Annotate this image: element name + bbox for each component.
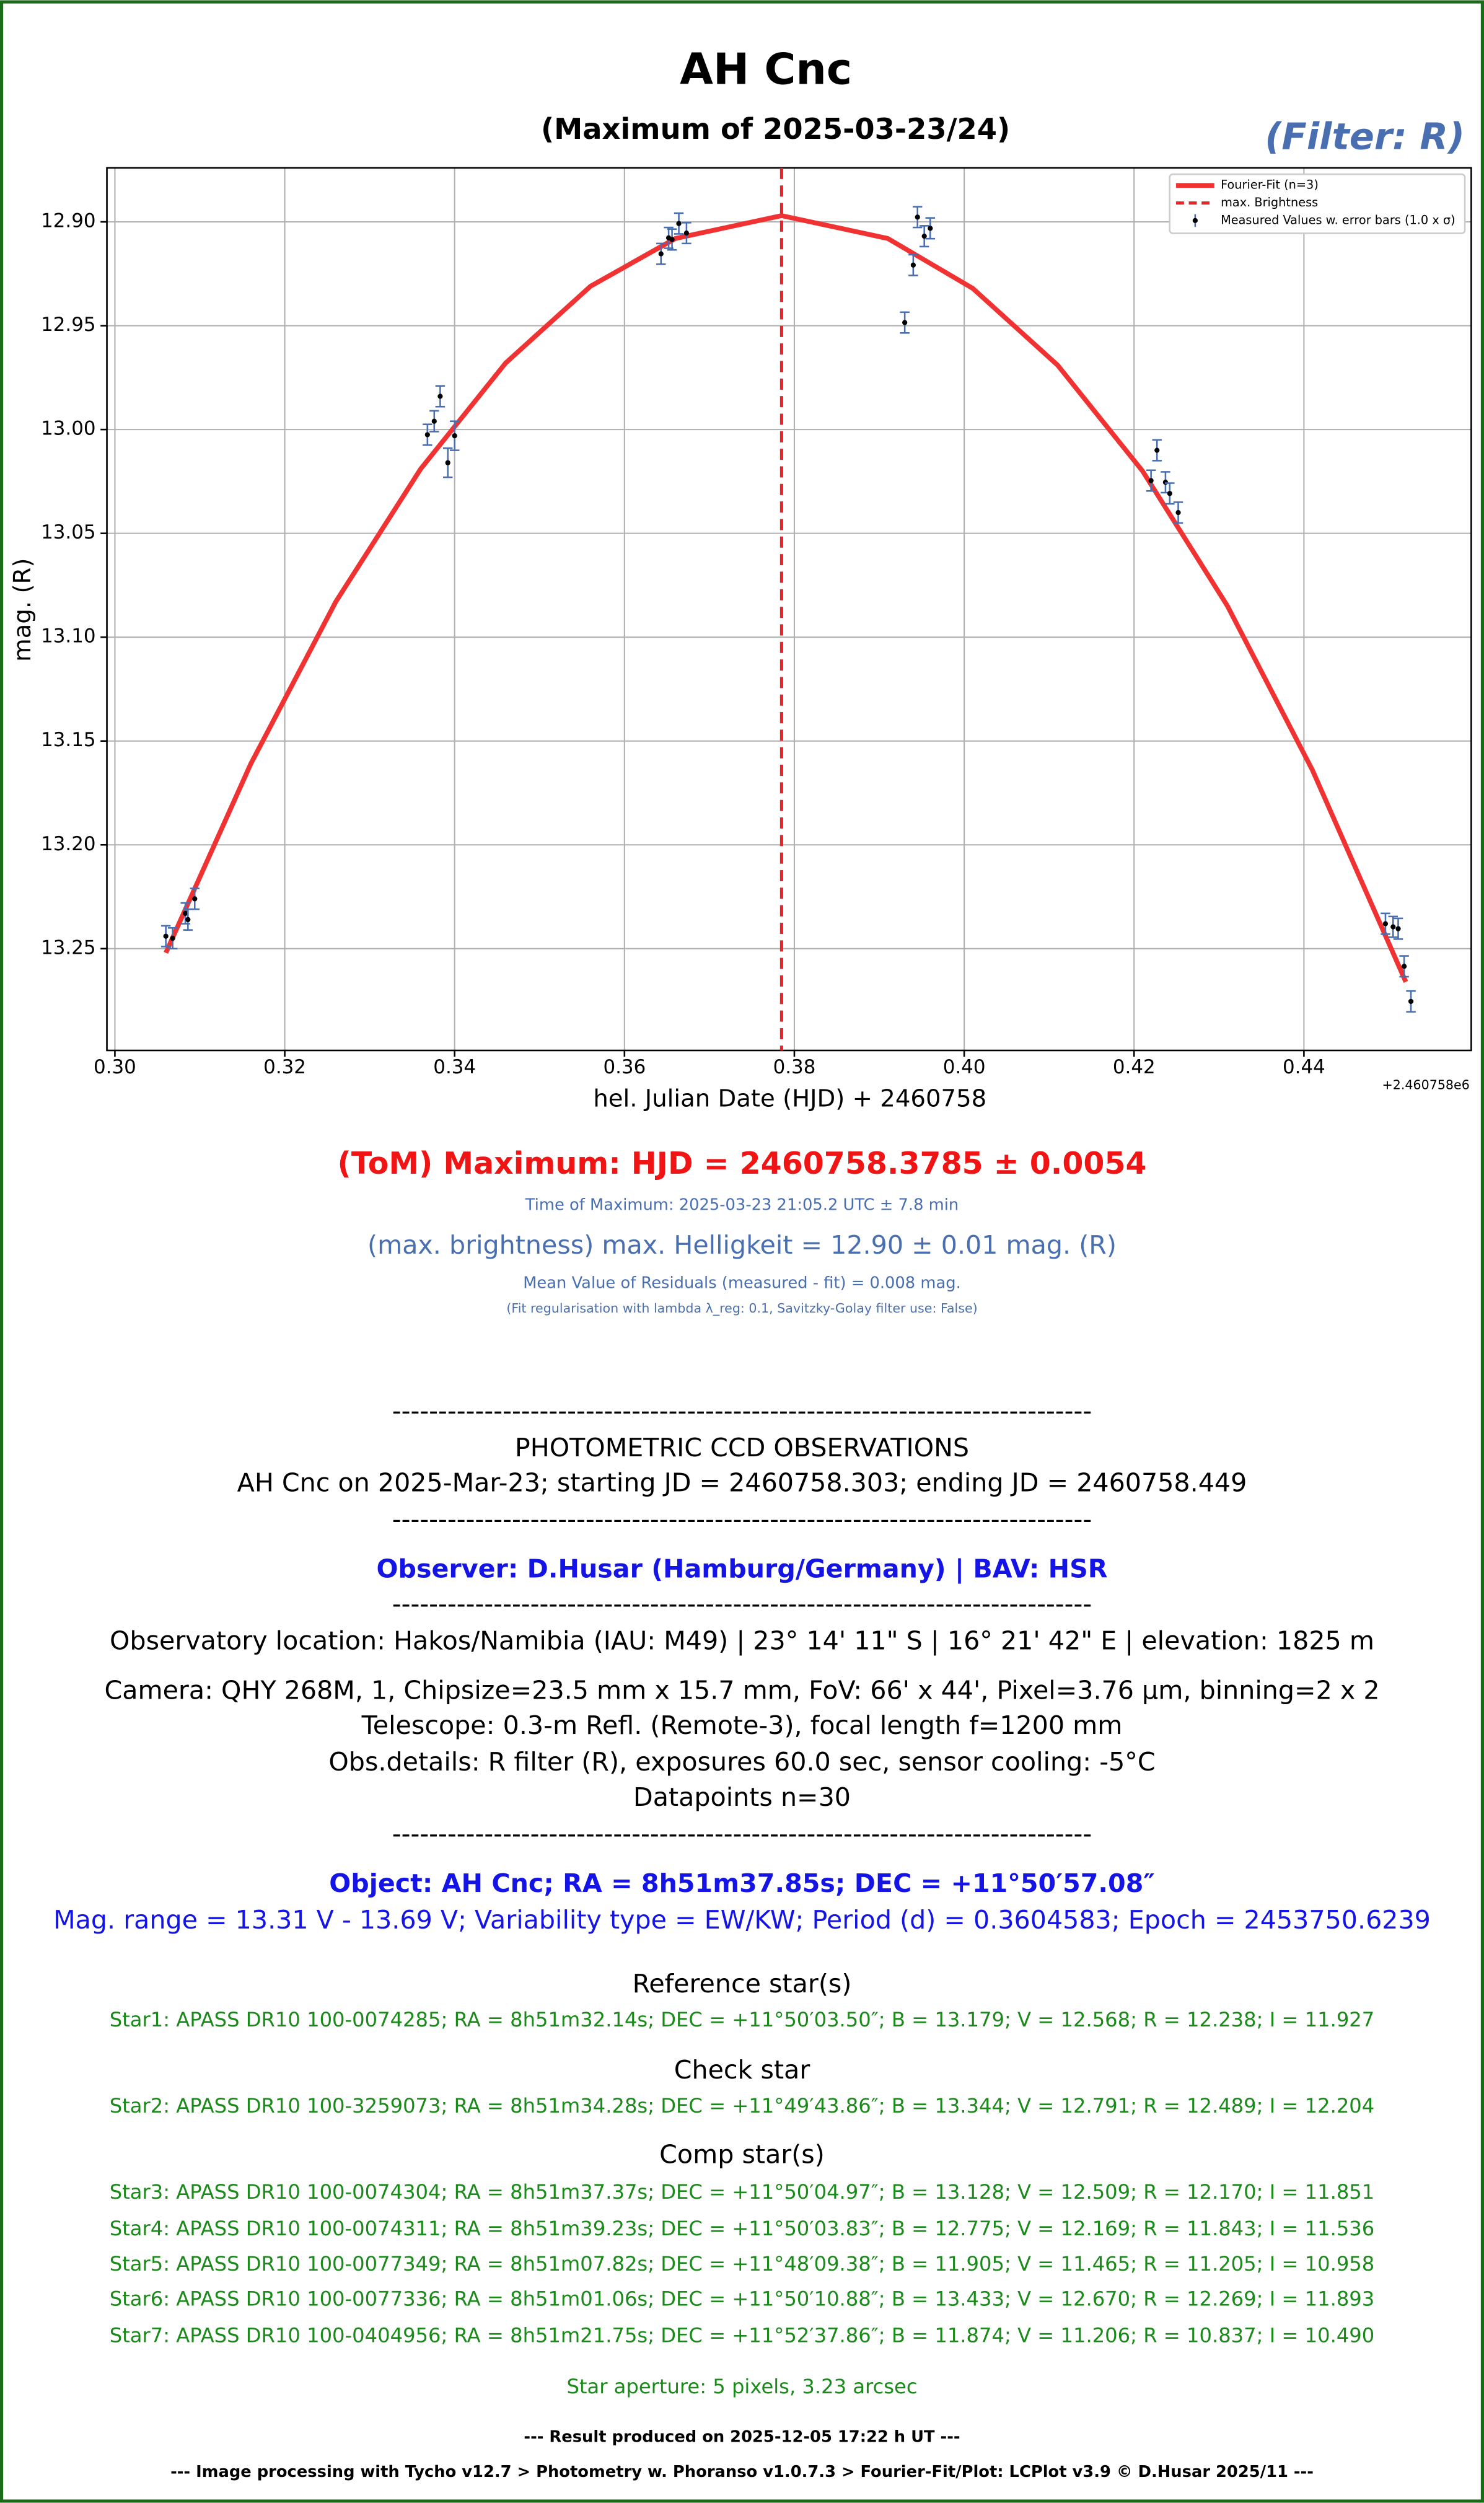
report: (ToM) Maximum: HJD = 2460758.3785 ± 0.00…	[53, 1146, 1431, 2481]
report-line: Mean Value of Residuals (measured - fit)…	[523, 1274, 961, 1293]
report-line: Star7: APASS DR10 100-0404956; RA = 8h51…	[110, 2324, 1375, 2347]
legend-label: Fourier-Fit (n=3)	[1221, 178, 1319, 192]
data-point	[170, 935, 175, 941]
data-point	[683, 230, 690, 236]
x-tick-label: 0.30	[94, 1056, 136, 1078]
x-tick-label: 0.44	[1283, 1056, 1325, 1078]
report-line: ----------------------------------------…	[392, 1396, 1092, 1426]
data-point	[424, 432, 430, 438]
x-tick-label: 0.42	[1113, 1056, 1156, 1078]
data-point	[1382, 921, 1389, 926]
y-tick-label: 12.90	[41, 210, 95, 232]
report-line: Telescope: 0.3-m Refl. (Remote-3), focal…	[361, 1710, 1123, 1740]
data-point	[658, 251, 664, 257]
x-axis-label: hel. Julian Date (HJD) + 2460758	[593, 1084, 986, 1112]
plot-area: 0.30 0.32 0.34 0.36 0.38 0.40 0.42 0.44 12.90 12.…	[41, 167, 1472, 1078]
plot-frame	[106, 167, 1472, 1052]
report-line: (Fit regularisation with lambda λ_reg: 0…	[506, 1301, 977, 1316]
data-point	[669, 237, 675, 242]
y-tick-label: 12.95	[41, 314, 95, 336]
report-line: Observatory location: Hakos/Namibia (IAU…	[110, 1625, 1374, 1655]
report-line: Star3: APASS DR10 100-0074304; RA = 8h51…	[110, 2180, 1375, 2204]
x-tick-label: 0.38	[773, 1056, 816, 1078]
y-tick-label: 13.25	[41, 936, 95, 959]
report-line: Datapoints n=30	[633, 1782, 851, 1812]
report-line: (ToM) Maximum: HJD = 2460758.3785 ± 0.00…	[338, 1146, 1147, 1181]
data-point	[1154, 447, 1160, 453]
report-line: Object: AH Cnc; RA = 8h51m37.85s; DEC = …	[329, 1868, 1155, 1898]
y-tick-label: 13.20	[41, 833, 95, 855]
chart-subtitle: (Maximum of 2025-03-23/24)	[541, 112, 1010, 146]
data-point	[915, 214, 920, 220]
report-line: Comp star(s)	[659, 2140, 825, 2170]
chart-title: AH Cnc	[680, 44, 852, 94]
report-line: Star5: APASS DR10 100-0077349; RA = 8h51…	[110, 2252, 1375, 2276]
data-point	[445, 460, 450, 465]
report-line: Camera: QHY 268M, 1, Chipsize=23.5 mm x …	[104, 1675, 1379, 1705]
x-tick-label: 0.34	[433, 1056, 476, 1078]
report-line: ----------------------------------------…	[392, 1819, 1092, 1849]
report-line: Reference star(s)	[633, 1969, 852, 1999]
fit-line	[164, 213, 1408, 983]
report-line: Time of Maximum: 2025-03-23 21:05.2 UTC …	[525, 1195, 959, 1214]
report-line: Mag. range = 13.31 V - 13.69 V; Variabil…	[53, 1905, 1431, 1935]
y-tick-label: 13.05	[41, 521, 95, 543]
report-line: Star4: APASS DR10 100-0074311; RA = 8h51…	[110, 2217, 1375, 2240]
data-point	[1408, 998, 1414, 1005]
legend-label: Measured Values w. error bars (1.0 x σ)	[1221, 213, 1455, 227]
data-point	[437, 394, 443, 399]
report-line: --- Result produced on 2025-12-05 17:22 …	[524, 2427, 960, 2446]
data-point	[163, 933, 169, 939]
report-line: AH Cnc on 2025-Mar-23; starting JD = 246…	[237, 1467, 1247, 1497]
data-point	[1175, 510, 1181, 516]
report-line: Star1: APASS DR10 100-0074285; RA = 8h51…	[110, 2008, 1375, 2031]
data-point	[452, 433, 457, 439]
data-point	[676, 221, 682, 226]
report-line: ----------------------------------------…	[392, 1589, 1092, 1619]
x-tick-label: 0.32	[263, 1056, 306, 1078]
data-point	[921, 234, 927, 239]
y-tick-label: 13.00	[41, 418, 95, 440]
data-point	[1401, 964, 1407, 969]
data-point	[910, 262, 916, 268]
data-point	[1148, 478, 1154, 483]
y-tick-label: 13.15	[41, 729, 95, 751]
report-line: ----------------------------------------…	[392, 1505, 1092, 1534]
legend-box	[1169, 173, 1466, 234]
data-point	[1162, 480, 1169, 485]
report-line: (max. brightness) max. Helligkeit = 12.9…	[367, 1230, 1117, 1260]
report-line: Check star	[674, 2055, 810, 2085]
data-point	[928, 226, 933, 231]
data-point	[185, 917, 191, 923]
data-point	[431, 418, 437, 424]
report-line: Obs.details: R filter (R), exposures 60.…	[328, 1747, 1155, 1777]
data-point	[192, 896, 198, 902]
data-point	[902, 320, 908, 325]
data-point	[1390, 924, 1396, 930]
x-offset-label: +2.460758e6	[1382, 1078, 1470, 1093]
report-line: PHOTOMETRIC CCD OBSERVATIONS	[515, 1433, 969, 1463]
y-tick-label: 13.10	[41, 625, 95, 648]
report-line: Star6: APASS DR10 100-0077336; RA = 8h51…	[110, 2287, 1375, 2310]
report-line: Star2: APASS DR10 100-3259073; RA = 8h51…	[110, 2094, 1375, 2118]
x-tick-label: 0.40	[943, 1056, 986, 1078]
data-point	[1167, 491, 1172, 496]
filter-note: (Filter: R)	[1265, 115, 1465, 158]
legend-label: max. Brightness	[1221, 195, 1318, 209]
x-tick-label: 0.36	[603, 1056, 646, 1078]
data-point	[183, 910, 188, 916]
legend-swatch	[1192, 218, 1198, 223]
report-line: --- Image processing with Tycho v12.7 > …	[170, 2463, 1314, 2481]
y-axis-label: mag. (R)	[9, 558, 37, 662]
report-line: Star aperture: 5 pixels, 3.23 arcsec	[566, 2375, 917, 2398]
report-line: Observer: D.Husar (Hamburg/Germany) | BA…	[376, 1554, 1107, 1585]
data-point	[1395, 926, 1401, 931]
